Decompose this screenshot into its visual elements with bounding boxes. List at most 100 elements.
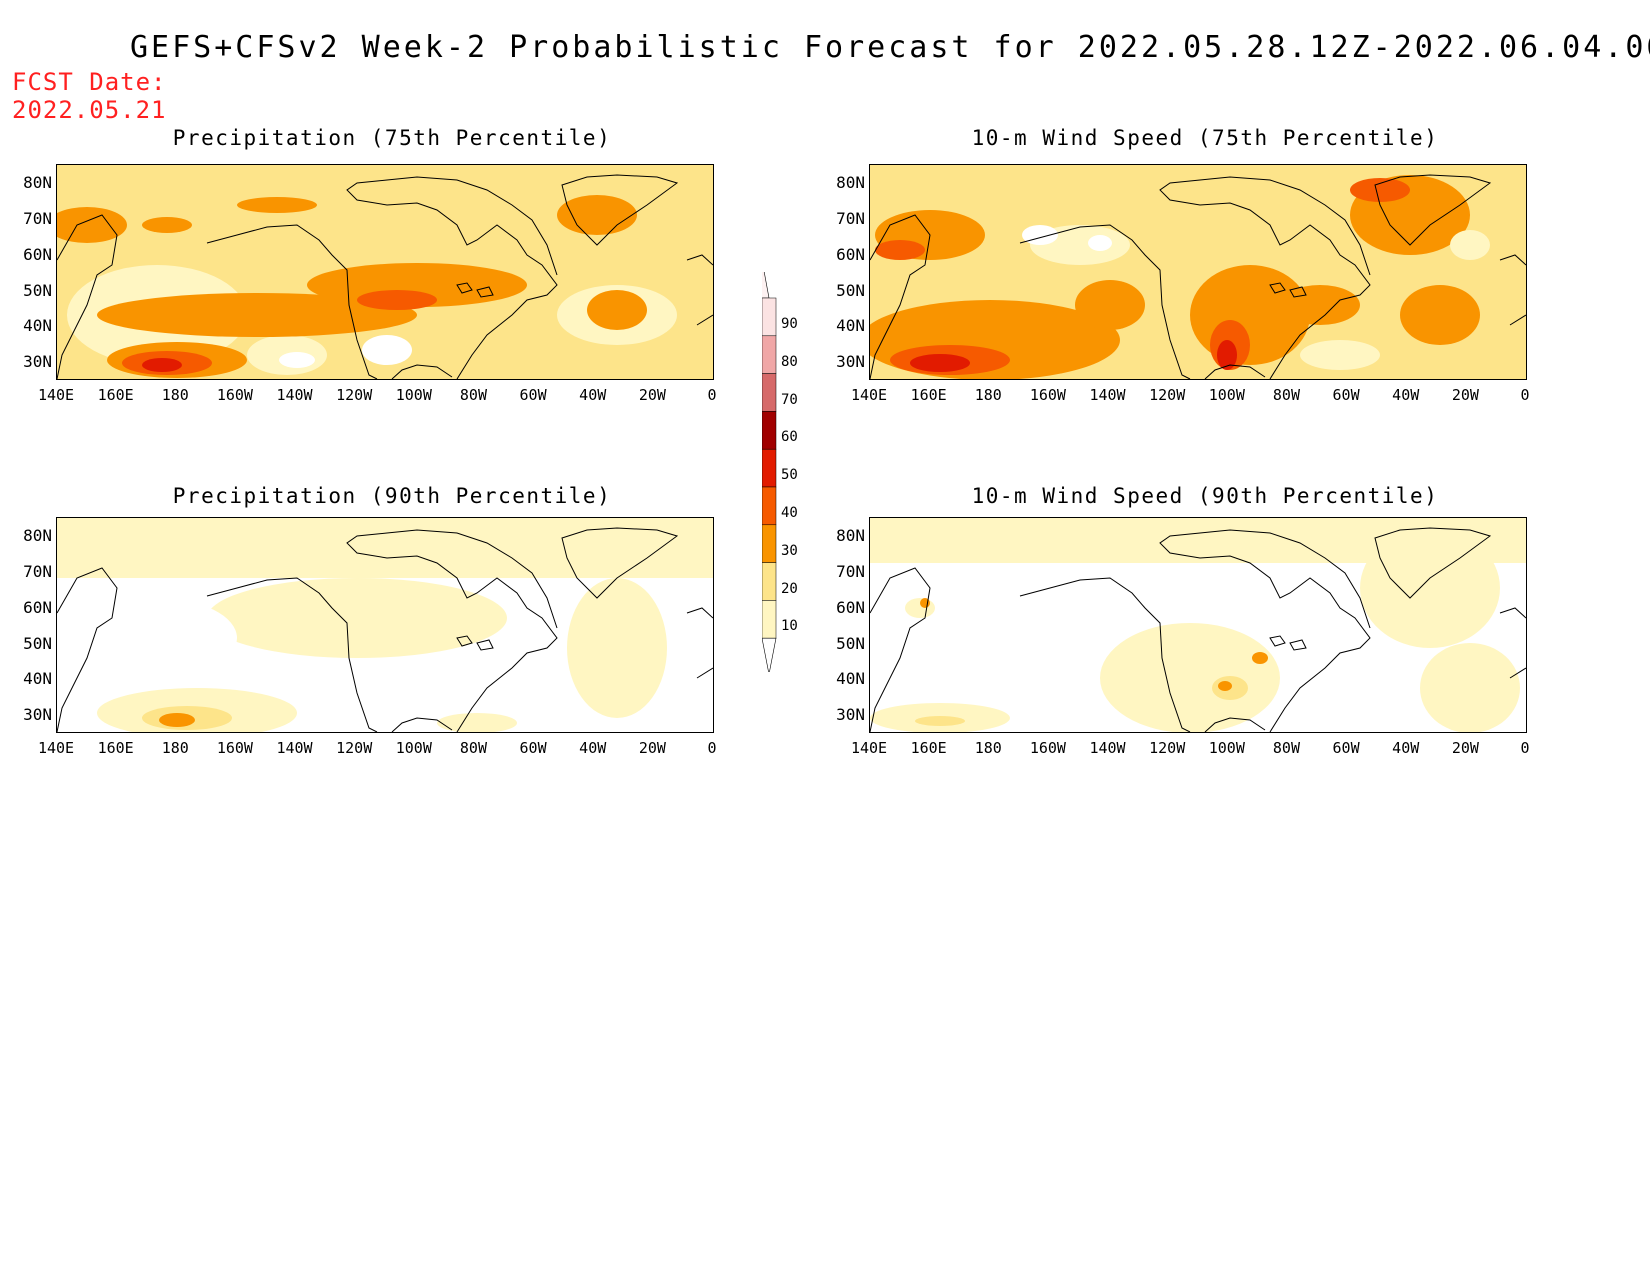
lon-label: 0 — [707, 739, 717, 757]
lon-label: 20W — [1451, 739, 1479, 757]
lake-outline — [1289, 639, 1307, 651]
coastline — [57, 567, 118, 732]
coastline — [1204, 364, 1266, 379]
coastline — [1499, 254, 1526, 266]
colorbar-level-label: 60 — [781, 429, 798, 446]
lon-label: 20W — [1451, 386, 1479, 404]
lat-label: 80N — [836, 526, 865, 545]
map-panel-wind-75 — [869, 164, 1527, 380]
colorbar-swatch — [762, 562, 777, 601]
coastline — [561, 174, 679, 246]
lat-label: 60N — [836, 245, 865, 264]
coastline — [1019, 577, 1191, 732]
lat-label: 70N — [23, 562, 52, 581]
map-panel-wind-90 — [869, 517, 1527, 733]
coastline — [1159, 529, 1371, 732]
probability-shade — [437, 713, 517, 732]
lon-label: 140E — [37, 386, 75, 404]
colorbar-level-label: 70 — [781, 391, 798, 408]
panel-title-precip-90: Precipitation (90th Percentile) — [172, 484, 612, 508]
probability-shade — [1450, 230, 1490, 260]
colorbar-level-label: 10 — [781, 618, 798, 635]
colorbar-swatch — [762, 524, 777, 563]
lon-label: 120W — [1149, 386, 1186, 404]
lon-label: 180 — [161, 386, 189, 404]
coastline — [1509, 667, 1526, 679]
lon-label: 160W — [1029, 739, 1066, 757]
lon-label: 0 — [1520, 386, 1530, 404]
lon-label: 60W — [519, 739, 547, 757]
lon-label: 120W — [336, 739, 373, 757]
probability-shade — [1217, 340, 1237, 370]
lon-label: 60W — [1332, 739, 1360, 757]
coastline — [870, 567, 931, 732]
lon-label: 180 — [161, 739, 189, 757]
coastline — [57, 214, 118, 379]
probability-shade — [362, 335, 412, 365]
lat-label: 60N — [23, 245, 52, 264]
probability-shade — [142, 358, 182, 372]
lat-label: 50N — [23, 634, 52, 653]
colorbar-level-label: 90 — [781, 316, 798, 332]
coastline — [1204, 717, 1266, 732]
lon-label: 20W — [638, 739, 666, 757]
lon-label: 100W — [395, 386, 432, 404]
map-canvas — [870, 518, 1526, 732]
probability-shade — [1350, 178, 1410, 202]
lat-label: 80N — [23, 526, 52, 545]
probability-shade — [57, 207, 127, 243]
lon-label: 80W — [1272, 386, 1300, 404]
map-canvas — [57, 165, 713, 379]
lon-label: 0 — [707, 386, 717, 404]
colorbar-swatch — [762, 297, 777, 337]
lon-label: 0 — [1520, 739, 1530, 757]
probability-shade — [77, 598, 237, 678]
colorbar-swatch — [762, 335, 777, 374]
lon-label: 180 — [974, 386, 1002, 404]
lat-label: 50N — [836, 634, 865, 653]
probability-shade — [279, 352, 315, 368]
colorbar-top-arrow — [762, 272, 770, 299]
colorbar-bottom-arrow — [762, 637, 777, 672]
lat-label: 70N — [836, 562, 865, 581]
colorbar-swatch — [762, 373, 777, 412]
probability-shade — [915, 716, 965, 726]
lon-label: 80W — [459, 739, 487, 757]
probability-shade — [875, 240, 925, 260]
panel-title-wind-75: 10-m Wind Speed (75th Percentile) — [971, 126, 1439, 150]
coastline — [686, 254, 713, 266]
map-panel-precip-90 — [56, 517, 714, 733]
lon-label: 140W — [1089, 739, 1126, 757]
coastline — [1509, 314, 1526, 326]
lon-label: 120W — [336, 386, 373, 404]
lon-label: 120W — [1149, 739, 1186, 757]
lon-label: 140W — [1089, 386, 1126, 404]
panel-title-wind-90: 10-m Wind Speed (90th Percentile) — [971, 484, 1439, 508]
lat-label: 30N — [836, 705, 865, 724]
lon-label: 80W — [459, 386, 487, 404]
probability-shade — [1218, 681, 1232, 691]
lon-label: 60W — [519, 386, 547, 404]
lat-label: 80N — [836, 173, 865, 192]
lake-outline — [476, 286, 494, 298]
coastline — [561, 527, 679, 599]
lon-label: 140E — [850, 739, 888, 757]
lake-outline — [476, 639, 494, 651]
lon-label: 60W — [1332, 386, 1360, 404]
coastline — [870, 214, 931, 379]
forecast-date-label: FCST Date: — [12, 68, 167, 96]
probability-shade — [1088, 235, 1112, 251]
lat-label: 70N — [836, 209, 865, 228]
lon-label: 80W — [1272, 739, 1300, 757]
map-canvas — [870, 165, 1526, 379]
probability-shade — [142, 217, 192, 233]
coastline — [1499, 607, 1526, 619]
lon-label: 140W — [276, 386, 313, 404]
coastline — [391, 364, 453, 379]
probability-shade — [1360, 528, 1500, 648]
lon-label: 160W — [1029, 386, 1066, 404]
lon-label: 20W — [638, 386, 666, 404]
probability-shade — [357, 290, 437, 310]
coastline — [696, 667, 713, 679]
forecast-date-value: 2022.05.21 — [12, 96, 167, 124]
